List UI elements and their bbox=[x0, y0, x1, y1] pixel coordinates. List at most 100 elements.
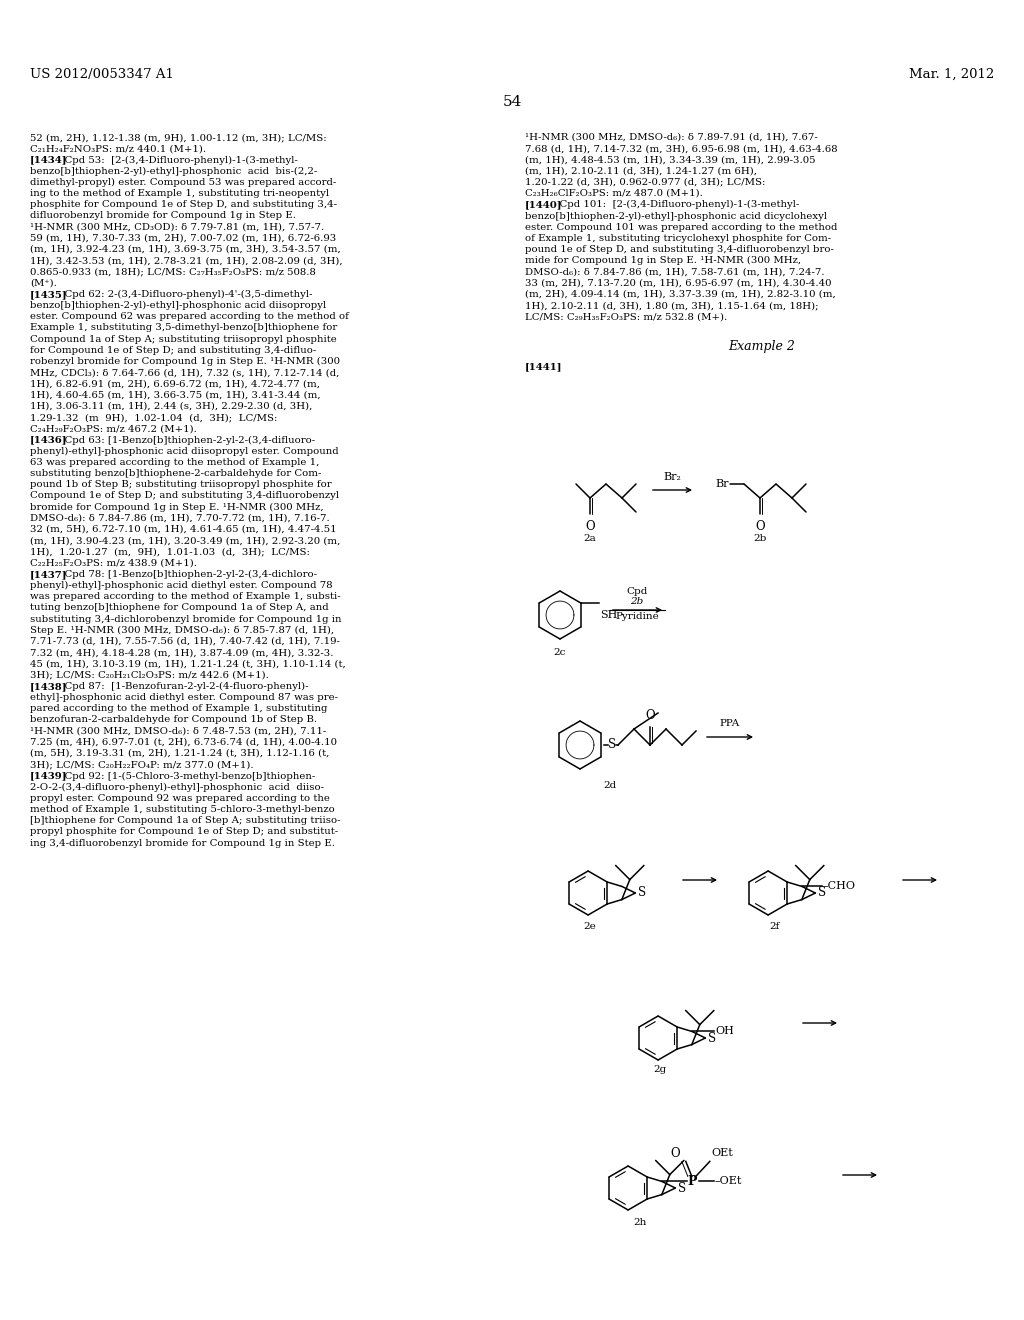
Text: 7.25 (m, 4H), 6.97-7.01 (t, 2H), 6.73-6.74 (d, 1H), 4.00-4.10: 7.25 (m, 4H), 6.97-7.01 (t, 2H), 6.73-6.… bbox=[30, 738, 337, 747]
Text: MHz, CDCl₃): δ 7.64-7.66 (d, 1H), 7.32 (s, 1H), 7.12-7.14 (d,: MHz, CDCl₃): δ 7.64-7.66 (d, 1H), 7.32 (… bbox=[30, 368, 339, 378]
Text: (m, 1H), 2.10-2.11 (d, 3H), 1.24-1.27 (m 6H),: (m, 1H), 2.10-2.11 (d, 3H), 1.24-1.27 (m… bbox=[525, 166, 757, 176]
Text: [1437]: [1437] bbox=[30, 570, 68, 578]
Text: C₂₁H₂₄F₂NO₃PS: m/z 440.1 (M+1).: C₂₁H₂₄F₂NO₃PS: m/z 440.1 (M+1). bbox=[30, 144, 206, 153]
Text: [1441]: [1441] bbox=[525, 362, 562, 371]
Text: 2f: 2f bbox=[770, 921, 780, 931]
Text: benzofuran-2-carbaldehyde for Compound 1b of Step B.: benzofuran-2-carbaldehyde for Compound 1… bbox=[30, 715, 317, 725]
Text: Br₂: Br₂ bbox=[664, 473, 681, 482]
Text: C₂₄H₂₉F₂O₃PS: m/z 467.2 (M+1).: C₂₄H₂₉F₂O₃PS: m/z 467.2 (M+1). bbox=[30, 424, 197, 433]
Text: mide for Compound 1g in Step E. ¹H-NMR (300 MHz,: mide for Compound 1g in Step E. ¹H-NMR (… bbox=[525, 256, 801, 265]
Text: 2b: 2b bbox=[631, 597, 644, 606]
Text: O: O bbox=[670, 1147, 680, 1160]
Text: Compound 1e of Step D; and substituting 3,4-difluorobenzyl: Compound 1e of Step D; and substituting … bbox=[30, 491, 339, 500]
Text: difluorobenzyl bromide for Compound 1g in Step E.: difluorobenzyl bromide for Compound 1g i… bbox=[30, 211, 296, 220]
Text: bromide for Compound 1g in Step E. ¹H-NMR (300 MHz,: bromide for Compound 1g in Step E. ¹H-NM… bbox=[30, 503, 324, 512]
Text: Step E. ¹H-NMR (300 MHz, DMSO-d₆): δ 7.85-7.87 (d, 1H),: Step E. ¹H-NMR (300 MHz, DMSO-d₆): δ 7.8… bbox=[30, 626, 334, 635]
Text: Cpd 101:  [2-(3,4-Difluoro-phenyl)-1-(3-methyl-: Cpd 101: [2-(3,4-Difluoro-phenyl)-1-(3-m… bbox=[553, 201, 800, 210]
Text: ¹H-NMR (300 MHz, DMSO-d₆): δ 7.48-7.53 (m, 2H), 7.11-: ¹H-NMR (300 MHz, DMSO-d₆): δ 7.48-7.53 (… bbox=[30, 726, 327, 735]
Text: ing 3,4-difluorobenzyl bromide for Compound 1g in Step E.: ing 3,4-difluorobenzyl bromide for Compo… bbox=[30, 838, 335, 847]
Text: tuting benzo[b]thiophene for Compound 1a of Step A, and: tuting benzo[b]thiophene for Compound 1a… bbox=[30, 603, 329, 612]
Text: (m, 1H), 3.92-4.23 (m, 1H), 3.69-3.75 (m, 3H), 3.54-3.57 (m,: (m, 1H), 3.92-4.23 (m, 1H), 3.69-3.75 (m… bbox=[30, 246, 341, 253]
Text: 7.32 (m, 4H), 4.18-4.28 (m, 1H), 3.87-4.09 (m, 4H), 3.32-3.: 7.32 (m, 4H), 4.18-4.28 (m, 1H), 3.87-4.… bbox=[30, 648, 334, 657]
Text: O: O bbox=[755, 520, 765, 533]
Text: [b]thiophene for Compound 1a of Step A; substituting triiso-: [b]thiophene for Compound 1a of Step A; … bbox=[30, 816, 341, 825]
Text: 1.29-1.32  (m  9H),  1.02-1.04  (d,  3H);  LC/MS:: 1.29-1.32 (m 9H), 1.02-1.04 (d, 3H); LC/… bbox=[30, 413, 278, 422]
Text: 2c: 2c bbox=[554, 648, 566, 657]
Text: (m, 5H), 3.19-3.31 (m, 2H), 1.21-1.24 (t, 3H), 1.12-1.16 (t,: (m, 5H), 3.19-3.31 (m, 2H), 1.21-1.24 (t… bbox=[30, 748, 330, 758]
Text: 59 (m, 1H), 7.30-7.33 (m, 2H), 7.00-7.02 (m, 1H), 6.72-6.93: 59 (m, 1H), 7.30-7.33 (m, 2H), 7.00-7.02… bbox=[30, 234, 336, 243]
Text: 7.68 (d, 1H), 7.14-7.32 (m, 3H), 6.95-6.98 (m, 1H), 4.63-4.68: 7.68 (d, 1H), 7.14-7.32 (m, 3H), 6.95-6.… bbox=[525, 144, 838, 153]
Text: S: S bbox=[709, 1031, 717, 1044]
Text: DMSO-d₆): δ 7.84-7.86 (m, 1H), 7.70-7.72 (m, 1H), 7.16-7.: DMSO-d₆): δ 7.84-7.86 (m, 1H), 7.70-7.72… bbox=[30, 513, 330, 523]
Text: –OEt: –OEt bbox=[715, 1176, 742, 1187]
Text: pound 1e of Step D, and substituting 3,4-difluorobenzyl bro-: pound 1e of Step D, and substituting 3,4… bbox=[525, 246, 834, 253]
Text: phenyl)-ethyl]-phosphonic acid diisopropyl ester. Compound: phenyl)-ethyl]-phosphonic acid diisoprop… bbox=[30, 446, 339, 455]
Text: benzo[b]thiophen-2-yl)-ethyl]-phosphonic acid dicyclohexyl: benzo[b]thiophen-2-yl)-ethyl]-phosphonic… bbox=[525, 211, 827, 220]
Text: 2d: 2d bbox=[603, 781, 616, 789]
Text: 2a: 2a bbox=[584, 535, 596, 543]
Text: 1H), 3.06-3.11 (m, 1H), 2.44 (s, 3H), 2.29-2.30 (d, 3H),: 1H), 3.06-3.11 (m, 1H), 2.44 (s, 3H), 2.… bbox=[30, 401, 312, 411]
Text: pound 1b of Step B; substituting triisopropyl phosphite for: pound 1b of Step B; substituting triisop… bbox=[30, 480, 332, 490]
Text: was prepared according to the method of Example 1, substi-: was prepared according to the method of … bbox=[30, 593, 341, 601]
Text: benzo[b]thiophen-2-yl)-ethyl]-phosphonic acid diisopropyl: benzo[b]thiophen-2-yl)-ethyl]-phosphonic… bbox=[30, 301, 326, 310]
Text: ester. Compound 101 was prepared according to the method: ester. Compound 101 was prepared accordi… bbox=[525, 223, 838, 231]
Text: Pyridine: Pyridine bbox=[615, 612, 658, 620]
Text: C₂₃H₂₆ClF₂O₃PS: m/z 487.0 (M+1).: C₂₃H₂₆ClF₂O₃PS: m/z 487.0 (M+1). bbox=[525, 189, 702, 198]
Text: 1H), 2.10-2.11 (d, 3H), 1.80 (m, 3H), 1.15-1.64 (m, 18H);: 1H), 2.10-2.11 (d, 3H), 1.80 (m, 3H), 1.… bbox=[525, 301, 818, 310]
Text: ¹H-NMR (300 MHz, DMSO-d₆): δ 7.89-7.91 (d, 1H), 7.67-: ¹H-NMR (300 MHz, DMSO-d₆): δ 7.89-7.91 (… bbox=[525, 133, 818, 143]
Text: 2h: 2h bbox=[633, 1218, 647, 1228]
Text: ethyl]-phosphonic acid diethyl ester. Compound 87 was pre-: ethyl]-phosphonic acid diethyl ester. Co… bbox=[30, 693, 338, 702]
Text: ester. Compound 62 was prepared according to the method of: ester. Compound 62 was prepared accordin… bbox=[30, 313, 349, 321]
Text: OEt: OEt bbox=[712, 1148, 733, 1159]
Text: C₂₂H₂₅F₂O₃PS: m/z 438.9 (M+1).: C₂₂H₂₅F₂O₃PS: m/z 438.9 (M+1). bbox=[30, 558, 197, 568]
Text: [1439]: [1439] bbox=[30, 771, 68, 780]
Text: pared according to the method of Example 1, substituting: pared according to the method of Example… bbox=[30, 704, 328, 713]
Text: 1H), 3.42-3.53 (m, 1H), 2.78-3.21 (m, 1H), 2.08-2.09 (d, 3H),: 1H), 3.42-3.53 (m, 1H), 2.78-3.21 (m, 1H… bbox=[30, 256, 343, 265]
Text: 33 (m, 2H), 7.13-7.20 (m, 1H), 6.95-6.97 (m, 1H), 4.30-4.40: 33 (m, 2H), 7.13-7.20 (m, 1H), 6.95-6.97… bbox=[525, 279, 831, 288]
Text: dimethyl-propyl) ester. Compound 53 was prepared accord-: dimethyl-propyl) ester. Compound 53 was … bbox=[30, 178, 336, 187]
Text: phenyl)-ethyl]-phosphonic acid diethyl ester. Compound 78: phenyl)-ethyl]-phosphonic acid diethyl e… bbox=[30, 581, 333, 590]
Text: –CHO: –CHO bbox=[823, 882, 856, 891]
Text: substituting 3,4-dichlorobenzyl bromide for Compound 1g in: substituting 3,4-dichlorobenzyl bromide … bbox=[30, 615, 341, 623]
Text: OH: OH bbox=[716, 1027, 734, 1036]
Text: P: P bbox=[687, 1175, 696, 1188]
Text: Cpd: Cpd bbox=[627, 587, 648, 597]
Text: (m, 1H), 4.48-4.53 (m, 1H), 3.34-3.39 (m, 1H), 2.99-3.05: (m, 1H), 4.48-4.53 (m, 1H), 3.34-3.39 (m… bbox=[525, 156, 815, 165]
Text: 52 (m, 2H), 1.12-1.38 (m, 9H), 1.00-1.12 (m, 3H); LC/MS:: 52 (m, 2H), 1.12-1.38 (m, 9H), 1.00-1.12… bbox=[30, 133, 327, 143]
Text: Cpd 53:  [2-(3,4-Difluoro-phenyl)-1-(3-methyl-: Cpd 53: [2-(3,4-Difluoro-phenyl)-1-(3-me… bbox=[58, 156, 298, 165]
Text: 1H), 4.60-4.65 (m, 1H), 3.66-3.75 (m, 1H), 3.41-3.44 (m,: 1H), 4.60-4.65 (m, 1H), 3.66-3.75 (m, 1H… bbox=[30, 391, 321, 400]
Text: US 2012/0053347 A1: US 2012/0053347 A1 bbox=[30, 69, 174, 81]
Text: robenzyl bromide for Compound 1g in Step E. ¹H-NMR (300: robenzyl bromide for Compound 1g in Step… bbox=[30, 356, 340, 366]
Text: 7.71-7.73 (d, 1H), 7.55-7.56 (d, 1H), 7.40-7.42 (d, 1H), 7.19-: 7.71-7.73 (d, 1H), 7.55-7.56 (d, 1H), 7.… bbox=[30, 638, 340, 645]
Text: Example 2: Example 2 bbox=[728, 341, 796, 352]
Text: of Example 1, substituting tricyclohexyl phosphite for Com-: of Example 1, substituting tricyclohexyl… bbox=[525, 234, 831, 243]
Text: benzo[b]thiophen-2-yl)-ethyl]-phosphonic  acid  bis-(2,2-: benzo[b]thiophen-2-yl)-ethyl]-phosphonic… bbox=[30, 166, 317, 176]
Text: phosphite for Compound 1e of Step D, and substituting 3,4-: phosphite for Compound 1e of Step D, and… bbox=[30, 201, 337, 209]
Text: substituting benzo[b]thiophene-2-carbaldehyde for Com-: substituting benzo[b]thiophene-2-carbald… bbox=[30, 469, 322, 478]
Text: 2b: 2b bbox=[754, 535, 767, 543]
Text: S: S bbox=[678, 1181, 686, 1195]
Text: S: S bbox=[818, 887, 826, 899]
Text: Br: Br bbox=[716, 479, 729, 488]
Text: 3H); LC/MS: C₂₀H₂₁Cl₂O₃PS: m/z 442.6 (M+1).: 3H); LC/MS: C₂₀H₂₁Cl₂O₃PS: m/z 442.6 (M+… bbox=[30, 671, 269, 680]
Text: S: S bbox=[608, 738, 616, 751]
Text: ¹H-NMR (300 MHz, CD₃OD): δ 7.79-7.81 (m, 1H), 7.57-7.: ¹H-NMR (300 MHz, CD₃OD): δ 7.79-7.81 (m,… bbox=[30, 223, 325, 231]
Text: propyl phosphite for Compound 1e of Step D; and substitut-: propyl phosphite for Compound 1e of Step… bbox=[30, 828, 338, 837]
Text: [1436]: [1436] bbox=[30, 436, 68, 445]
Text: (M⁺).: (M⁺). bbox=[30, 279, 57, 288]
Text: ing to the method of Example 1, substituting tri-neopentyl: ing to the method of Example 1, substitu… bbox=[30, 189, 329, 198]
Text: Cpd 63: [1-Benzo[b]thiophen-2-yl-2-(3,4-difluoro-: Cpd 63: [1-Benzo[b]thiophen-2-yl-2-(3,4-… bbox=[58, 436, 315, 445]
Text: 1H), 6.82-6.91 (m, 2H), 6.69-6.72 (m, 1H), 4.72-4.77 (m,: 1H), 6.82-6.91 (m, 2H), 6.69-6.72 (m, 1H… bbox=[30, 379, 319, 388]
Text: Cpd 92: [1-(5-Chloro-3-methyl-benzo[b]thiophen-: Cpd 92: [1-(5-Chloro-3-methyl-benzo[b]th… bbox=[58, 771, 315, 780]
Text: Compound 1a of Step A; substituting triisopropyl phosphite: Compound 1a of Step A; substituting trii… bbox=[30, 334, 337, 343]
Text: 2-O-2-(3,4-difluoro-phenyl)-ethyl]-phosphonic  acid  diiso-: 2-O-2-(3,4-difluoro-phenyl)-ethyl]-phosp… bbox=[30, 783, 324, 792]
Text: 0.865-0.933 (m, 18H); LC/MS: C₂₇H₃₅F₂O₃PS: m/z 508.8: 0.865-0.933 (m, 18H); LC/MS: C₂₇H₃₅F₂O₃P… bbox=[30, 268, 315, 276]
Text: 2e: 2e bbox=[584, 921, 596, 931]
Text: for Compound 1e of Step D; and substituting 3,4-difluo-: for Compound 1e of Step D; and substitut… bbox=[30, 346, 316, 355]
Text: PPA: PPA bbox=[720, 719, 740, 729]
Text: 1H),  1.20-1.27  (m,  9H),  1.01-1.03  (d,  3H);  LC/MS:: 1H), 1.20-1.27 (m, 9H), 1.01-1.03 (d, 3H… bbox=[30, 548, 310, 557]
Text: [1440]: [1440] bbox=[525, 201, 562, 209]
Text: DMSO-d₆): δ 7.84-7.86 (m, 1H), 7.58-7.61 (m, 1H), 7.24-7.: DMSO-d₆): δ 7.84-7.86 (m, 1H), 7.58-7.61… bbox=[525, 268, 824, 276]
Text: [1434]: [1434] bbox=[30, 156, 68, 165]
Text: S: S bbox=[638, 887, 646, 899]
